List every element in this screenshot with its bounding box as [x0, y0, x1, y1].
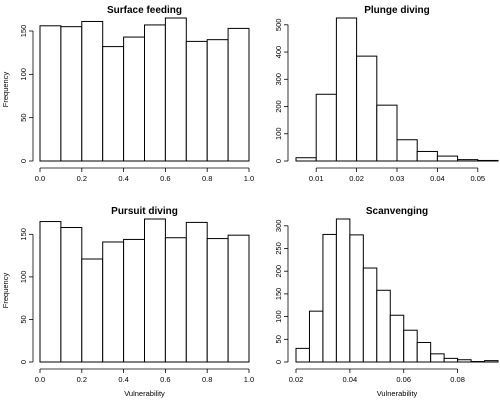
panel-1-y-tick-label: 0 — [19, 159, 28, 163]
panel-3-bar — [60, 227, 83, 363]
panel-1-y-tick-label: 50 — [19, 113, 28, 121]
panel-3-bar — [102, 241, 125, 363]
panel-4-x-tick-label: 0.04 — [343, 375, 358, 384]
panel-4-bar — [443, 357, 459, 363]
panel-3-y-tick-label: 150 — [19, 228, 28, 241]
panel-2-x-tick-label: 0.02 — [349, 174, 364, 183]
panel-3-y-tick-label: 0 — [19, 360, 28, 364]
panel-4-bar — [335, 218, 351, 363]
panel-1-bar — [102, 46, 125, 162]
panel-1-bar — [227, 27, 250, 162]
panel-2-bar — [416, 150, 438, 162]
panel-1-bar — [123, 36, 145, 162]
panel-1-bar — [206, 39, 229, 162]
panel-3-bar — [81, 258, 104, 363]
panel-4-bar — [484, 360, 499, 363]
panel-2-bar — [335, 17, 358, 162]
panel-1-title: Surface feeding — [107, 5, 182, 16]
panel-1-y-tick-label: 150 — [19, 25, 28, 38]
panel-4-bar — [349, 234, 364, 363]
panel-2-y-tick-label: 500 — [274, 19, 283, 32]
panel-3-bar — [206, 238, 229, 363]
panel-4-y-tick-label: 150 — [274, 288, 283, 301]
panel-4-bar — [376, 289, 391, 363]
panel-2-y-tick-label: 400 — [274, 46, 283, 59]
panel-4-y-tick-label: 50 — [274, 335, 283, 343]
panel-1-x-tick-label: 0.6 — [160, 174, 170, 183]
panel-1-x-tick-label: 0.2 — [77, 174, 87, 183]
panel-4-x-tick-label: 0.08 — [450, 375, 465, 384]
panel-1-y-axis-label: Frequency — [1, 72, 10, 108]
panel-4-y-tick-label: 250 — [274, 242, 283, 255]
panel-4-bar — [457, 359, 472, 363]
panel-3-bar — [144, 218, 166, 363]
panel-4-y-tick-label: 100 — [274, 310, 283, 323]
panel-2-y-tick-label: 100 — [274, 128, 283, 141]
panel-3-bar — [227, 234, 250, 363]
panel-3-title: Pursuit diving — [111, 206, 178, 217]
panel-3-x-tick-label: 0.6 — [160, 375, 170, 384]
panel-2-y-tick-label: 200 — [274, 100, 283, 113]
panel-2-bar — [477, 159, 499, 162]
panel-1-bar — [164, 17, 187, 162]
panel-4-bar — [416, 341, 432, 363]
panel-4-y-tick-label: 200 — [274, 265, 283, 278]
panel-1-x-tick-label: 0.8 — [202, 174, 212, 183]
panel-2-x-tick-label: 0.05 — [470, 174, 485, 183]
panel-4-y-tick-label: 0 — [274, 360, 283, 364]
panel-2-bar — [376, 104, 398, 162]
panel-3-x-tick-label: 0.0 — [35, 375, 45, 384]
panel-1-bar — [39, 25, 62, 162]
panel-2-x-tick-label: 0.01 — [309, 174, 324, 183]
panel-1-y-tick-label: 100 — [19, 68, 28, 81]
panel-3-x-axis-label: Vulnerability — [124, 389, 165, 398]
panel-3-bar — [39, 221, 62, 363]
panel-3-bar — [185, 221, 208, 363]
panel-4-title: Scanvenging — [366, 206, 428, 217]
panel-2-bar — [295, 157, 317, 162]
panel-3-y-axis-label: Frequency — [1, 273, 10, 309]
panel-1-x-tick-label: 0.0 — [35, 174, 45, 183]
panel-1-bar — [81, 20, 104, 162]
panel-4-bar — [430, 353, 445, 363]
panel-3-bar — [164, 237, 187, 363]
panel-3-x-tick-label: 1.0 — [244, 375, 254, 384]
panel-2-x-tick-label: 0.04 — [430, 174, 445, 183]
panel-1-x-tick-label: 1.0 — [244, 174, 254, 183]
panel-2-y-tick-label: 300 — [274, 73, 283, 86]
panel-2-bar — [356, 55, 378, 162]
panel-4-bar — [362, 267, 378, 363]
panel-2-bar — [396, 139, 418, 162]
panel-1-x-tick-label: 0.4 — [118, 174, 128, 183]
panel-3-y-tick-label: 50 — [19, 315, 28, 323]
panel-3-bar — [123, 238, 145, 363]
panel-4-bar — [403, 329, 418, 363]
panel-2-y-tick-label: 0 — [274, 159, 283, 163]
panel-1-bar — [144, 24, 166, 162]
panel-4-x-axis-label: Vulnerability — [377, 389, 418, 398]
panel-1-bar — [60, 26, 83, 162]
panel-4-x-tick-label: 0.02 — [289, 375, 304, 384]
panel-2-bar — [457, 159, 479, 162]
panel-2-bar — [315, 93, 337, 162]
panel-3-y-tick-label: 100 — [19, 271, 28, 284]
panel-1-bar — [185, 40, 208, 162]
panel-3-x-tick-label: 0.4 — [118, 375, 128, 384]
panel-3-x-tick-label: 0.2 — [77, 375, 87, 384]
panel-4-bar — [389, 314, 405, 363]
panel-4-bar — [295, 347, 310, 363]
panel-2-title: Plunge diving — [364, 5, 430, 16]
panel-3-x-tick-label: 0.8 — [202, 375, 212, 384]
panel-4-y-tick-label: 300 — [274, 220, 283, 233]
panel-2-bar — [436, 155, 459, 162]
panel-2-x-tick-label: 0.03 — [390, 174, 405, 183]
panel-4-x-tick-label: 0.06 — [396, 375, 411, 384]
panel-4-bar — [322, 233, 337, 363]
panel-4-bar — [308, 310, 324, 363]
